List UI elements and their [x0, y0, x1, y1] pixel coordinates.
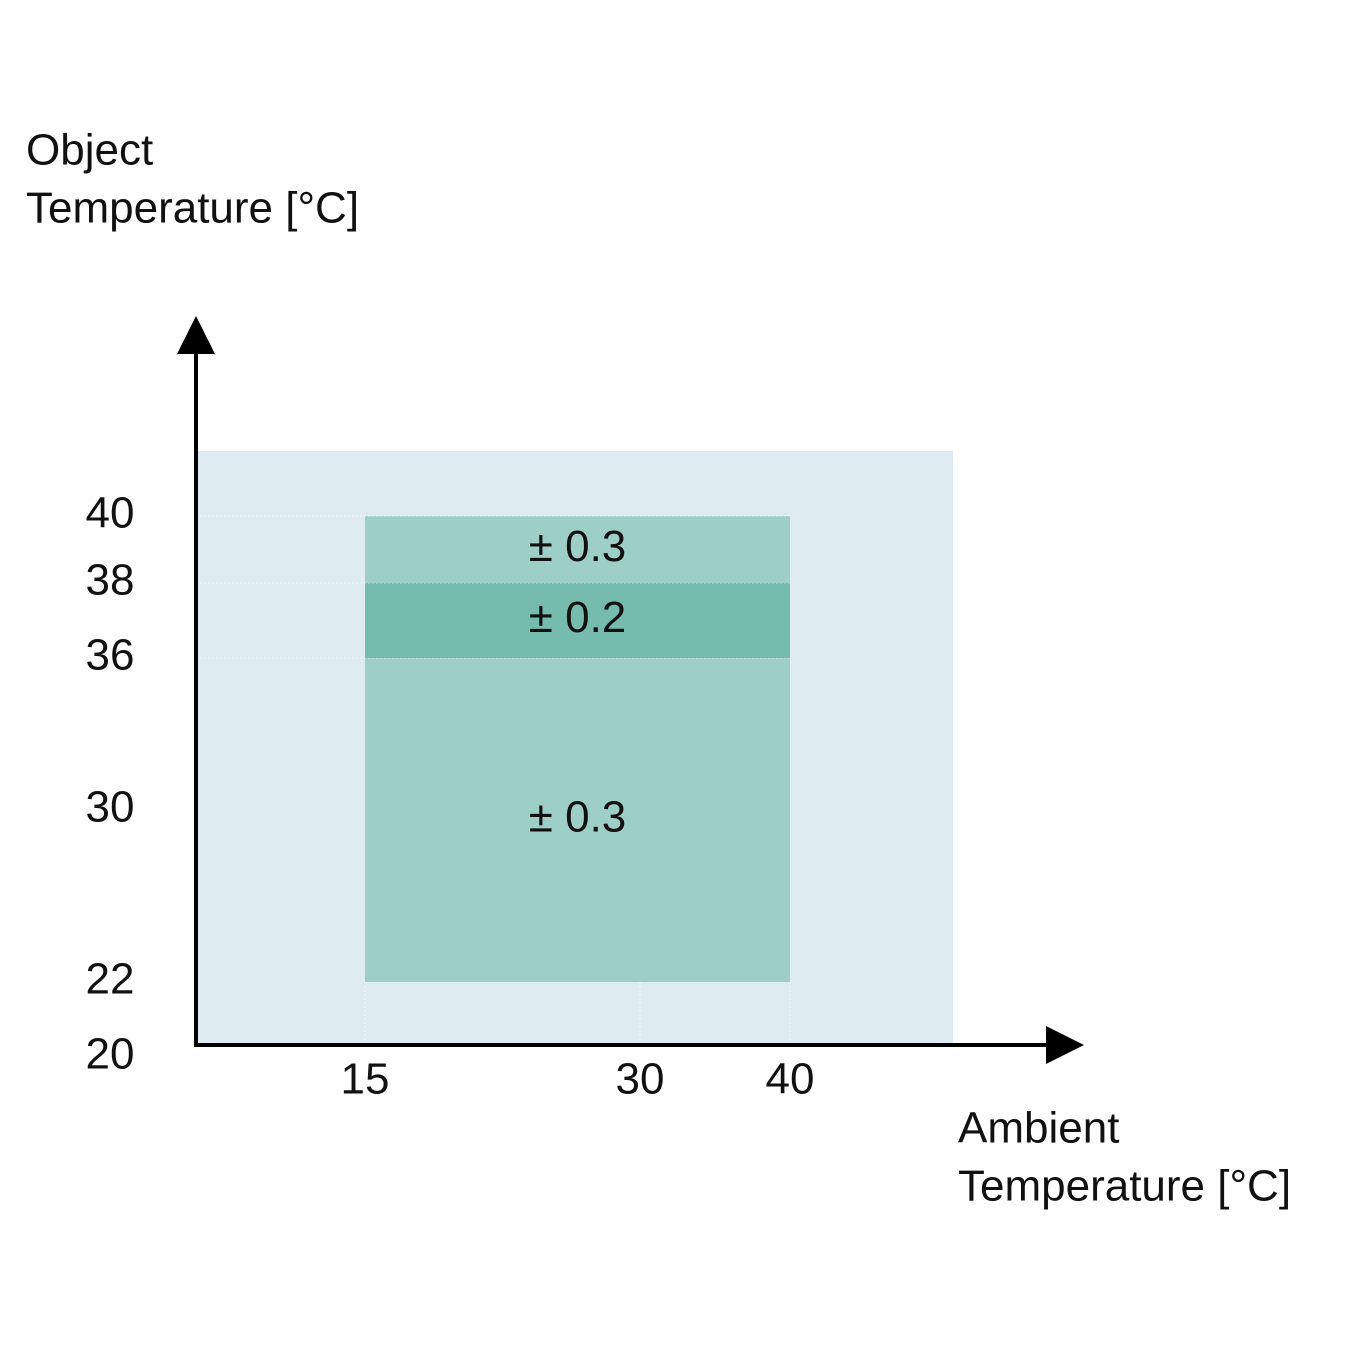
- y-axis-label: Temperature [°C]: [26, 184, 359, 233]
- region-label: ± 0.3: [529, 793, 627, 842]
- y-tick-label: 38: [86, 556, 135, 605]
- region-label: ± 0.2: [529, 593, 627, 642]
- y-axis-label: Object: [26, 126, 153, 175]
- y-tick-label: 36: [86, 631, 135, 680]
- accuracy-region: [365, 583, 790, 658]
- y-tick-label: 30: [86, 783, 135, 832]
- x-axis-arrow: [1046, 1026, 1084, 1064]
- accuracy-region: [365, 658, 790, 982]
- y-tick-label: 20: [86, 1030, 135, 1079]
- y-tick-label: 40: [86, 489, 135, 538]
- x-axis-label: Temperature [°C]: [958, 1162, 1291, 1211]
- x-tick-label: 40: [766, 1055, 815, 1104]
- accuracy-region: [365, 516, 790, 583]
- x-tick-label: 30: [616, 1055, 665, 1104]
- regions: [196, 515, 791, 1043]
- y-tick-label: 22: [86, 955, 135, 1004]
- region-label: ± 0.3: [529, 522, 627, 571]
- x-axis-label: Ambient: [958, 1104, 1119, 1153]
- x-tick-label: 15: [341, 1055, 390, 1104]
- y-axis-arrow: [177, 316, 215, 354]
